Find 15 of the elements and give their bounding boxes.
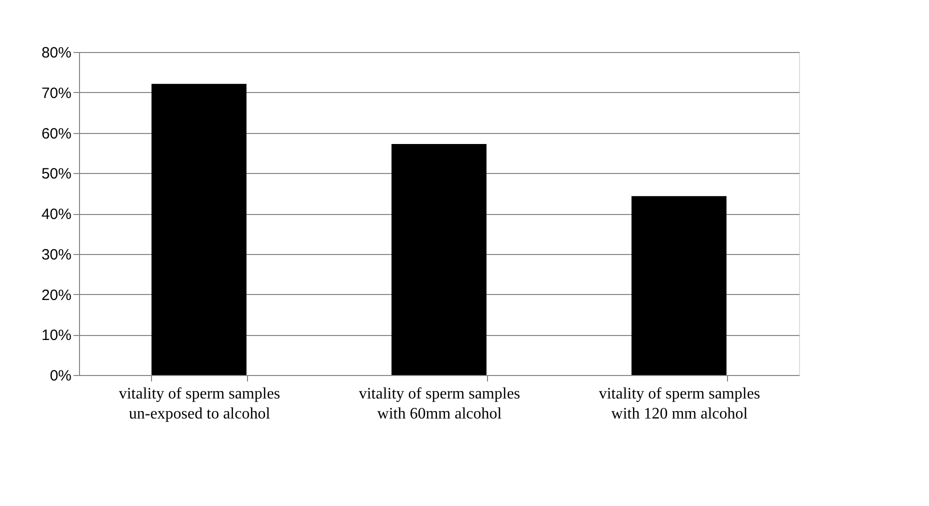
bar (632, 196, 726, 375)
bar (392, 144, 486, 375)
y-tick-label: 10% (41, 327, 72, 344)
y-tick-label: 70% (41, 84, 72, 102)
y-tick-label: 40% (41, 206, 72, 223)
x-tick-label: vitality of sperm samples with 60mm alcohol (358, 386, 520, 422)
y-tick-label: 50% (41, 166, 72, 183)
y-tick-label: 80% (41, 44, 72, 62)
bar (152, 84, 246, 375)
y-tick-label: 20% (41, 286, 72, 304)
y-tick-label: 30% (41, 246, 72, 264)
x-tick-label: vitality of sperm samples with 120 mm alcohol (598, 386, 760, 422)
y-tick-label: 60% (41, 125, 72, 142)
y-tick-label: 0% (50, 368, 72, 384)
x-tick-label: vitality of sperm samples un-exposed to alcohol (118, 386, 280, 422)
